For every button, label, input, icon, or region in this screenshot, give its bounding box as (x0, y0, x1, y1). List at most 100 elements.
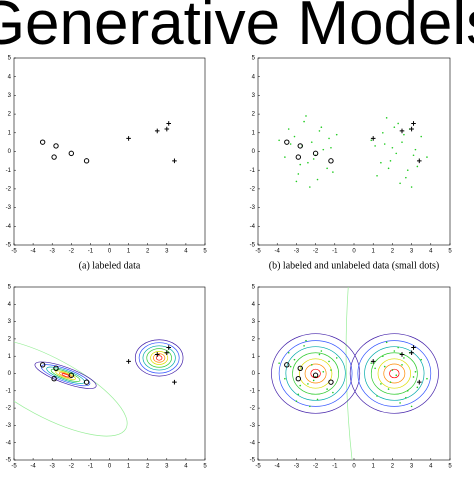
x-tick-label: 3 (410, 464, 414, 470)
y-tick-label: -4 (6, 440, 12, 446)
plot-area (271, 287, 439, 460)
labeled-point-o (328, 158, 334, 164)
x-tick-label: -2 (313, 464, 319, 470)
y-tick-label: 1 (252, 130, 256, 136)
labeled-point-o (68, 372, 75, 378)
labeled-point-o (39, 139, 46, 145)
unlabeled-point (297, 173, 300, 175)
y-tick-label: -4 (250, 224, 256, 230)
contour (34, 361, 97, 389)
labeled-point-plus (126, 359, 131, 364)
axes-box (257, 57, 451, 246)
unlabeled-point (310, 141, 313, 143)
unlabeled-point (332, 171, 334, 173)
y-tick-label: 0 (8, 371, 12, 377)
plot-area (39, 121, 177, 164)
x-tick-label: -2 (313, 249, 319, 255)
y-tick-label: -4 (250, 440, 256, 446)
contour (370, 352, 418, 395)
labeled-point-plus (370, 136, 376, 141)
contour (278, 340, 353, 407)
x-tick-label: 1 (127, 464, 131, 470)
unlabeled-point (310, 364, 313, 366)
labeled-point-o (68, 150, 75, 157)
x-tick-label: -3 (294, 249, 300, 255)
y-tick-label: 0 (252, 371, 256, 377)
contour (134, 339, 184, 377)
labeled-point-o (312, 372, 319, 378)
contour (142, 345, 176, 371)
x-tick-label: 2 (391, 464, 395, 470)
x-tick-label: 1 (372, 464, 376, 470)
contour (285, 346, 346, 401)
x-tick-label: -1 (88, 249, 94, 255)
unlabeled-point (303, 120, 305, 123)
unlabeled-point (370, 139, 373, 142)
x-tick-label: 5 (203, 464, 207, 470)
plot-area (14, 338, 184, 437)
labeled-point-plus (399, 352, 405, 357)
x-tick-label: -5 (11, 249, 17, 255)
decision-boundary (345, 287, 353, 460)
labeled-point-o (295, 154, 302, 160)
unlabeled-point (318, 130, 321, 132)
unlabeled-point (326, 167, 328, 170)
labeled-point-plus (172, 158, 177, 164)
x-tick-label: 2 (146, 249, 150, 255)
labeled-point-plus (164, 350, 170, 356)
unlabeled-point (374, 145, 376, 147)
unlabeled-point (278, 139, 280, 142)
labeled-point-o (328, 379, 334, 385)
unlabeled-point (385, 117, 388, 119)
x-tick-label: -3 (50, 464, 56, 470)
unlabeled-point (330, 369, 332, 371)
labeled-point-plus (411, 345, 416, 350)
y-tick-label: -4 (6, 224, 12, 230)
unlabeled-point (295, 180, 298, 183)
labeled-point-plus (416, 379, 422, 385)
y-tick-label: -5 (250, 458, 256, 464)
unlabeled-point (414, 148, 417, 151)
labeled-point-o (83, 379, 90, 385)
x-tick-label: -1 (332, 464, 338, 470)
unlabeled-point (299, 163, 302, 166)
y-tick-label: 2 (8, 112, 12, 118)
unlabeled-point (335, 357, 338, 359)
contour (146, 348, 172, 368)
x-tick-label: 3 (165, 464, 169, 470)
labeled-point-plus (166, 121, 172, 126)
x-tick-label: 4 (429, 249, 433, 255)
contour (138, 342, 180, 374)
y-tick-label: -2 (6, 186, 12, 192)
unlabeled-point (303, 345, 305, 347)
labeled-point-plus (409, 126, 414, 132)
unlabeled-point (376, 395, 378, 397)
labeled-point-o (297, 365, 303, 372)
axes-box (13, 57, 206, 246)
contour (55, 370, 76, 380)
x-tick-label: -5 (255, 464, 261, 470)
unlabeled-point (335, 133, 338, 136)
contour (271, 333, 361, 414)
y-tick-label: 3 (8, 93, 12, 99)
unlabeled-point (397, 346, 399, 349)
unlabeled-point (387, 167, 390, 170)
labeled-point-o (295, 375, 302, 382)
unlabeled-point (284, 377, 286, 380)
unlabeled-point (389, 160, 392, 162)
unlabeled-point (383, 143, 386, 145)
unlabeled-point (395, 374, 398, 377)
labeled-point-plus (172, 379, 177, 385)
y-tick-label: 3 (252, 319, 256, 325)
y-tick-label: 3 (252, 93, 256, 99)
labeled-point-plus (164, 126, 170, 132)
y-tick-label: 0 (8, 149, 12, 155)
labeled-point-plus (154, 128, 160, 134)
x-tick-label: -4 (30, 249, 36, 255)
unlabeled-point (309, 186, 311, 188)
labeled-point-plus (399, 128, 405, 134)
unlabeled-point (374, 367, 376, 370)
y-tick-label: -5 (250, 243, 256, 249)
y-tick-label: 4 (252, 302, 256, 308)
axes-box (13, 286, 206, 461)
